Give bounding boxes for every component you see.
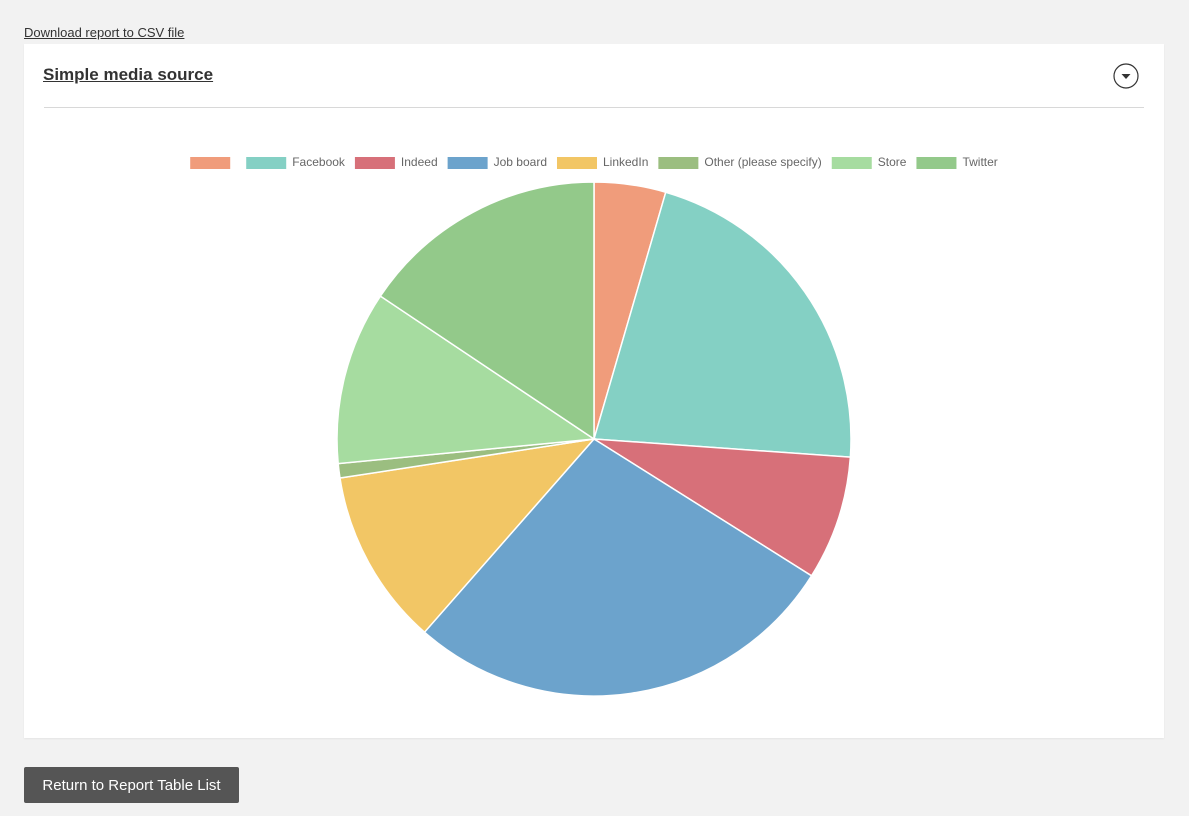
legend-label: LinkedIn bbox=[603, 155, 648, 169]
legend-swatch bbox=[658, 157, 699, 169]
legend: Facebook Indeed Job board LinkedIn Other (pl… bbox=[190, 155, 998, 169]
pie-slice bbox=[593, 438, 852, 577]
legend-swatch bbox=[831, 157, 872, 169]
legend-swatch bbox=[916, 157, 957, 169]
legend-label: Store bbox=[878, 155, 907, 169]
pie-slice bbox=[339, 437, 596, 634]
legend-swatch bbox=[447, 157, 488, 169]
pie-slice bbox=[423, 438, 813, 697]
legend-label: Facebook bbox=[292, 155, 346, 169]
legend-swatch bbox=[556, 157, 597, 169]
legend-label: Other (please specify) bbox=[704, 155, 821, 169]
legend-label: Twitter bbox=[962, 155, 997, 169]
pie-slice bbox=[379, 181, 595, 441]
collapse-toggle[interactable] bbox=[1112, 63, 1140, 91]
legend-swatch bbox=[354, 157, 395, 169]
legend-swatch bbox=[246, 157, 287, 169]
divider bbox=[44, 107, 1144, 108]
report-card: Simple media source Facebook Indeed Job bo… bbox=[24, 44, 1164, 738]
legend-label: Job board bbox=[494, 155, 547, 169]
pie-chart: Facebook Indeed Job board LinkedIn Other (pl… bbox=[190, 155, 998, 697]
legend-label: Indeed bbox=[401, 155, 438, 169]
pie-slice bbox=[593, 191, 852, 458]
panel-title: Simple media source bbox=[43, 65, 214, 84]
download-link[interactable]: Download report to CSV file bbox=[24, 25, 185, 40]
legend-swatch bbox=[190, 157, 231, 169]
pie-slice bbox=[336, 295, 597, 465]
return-button[interactable]: Return to Report Table List bbox=[24, 767, 239, 803]
